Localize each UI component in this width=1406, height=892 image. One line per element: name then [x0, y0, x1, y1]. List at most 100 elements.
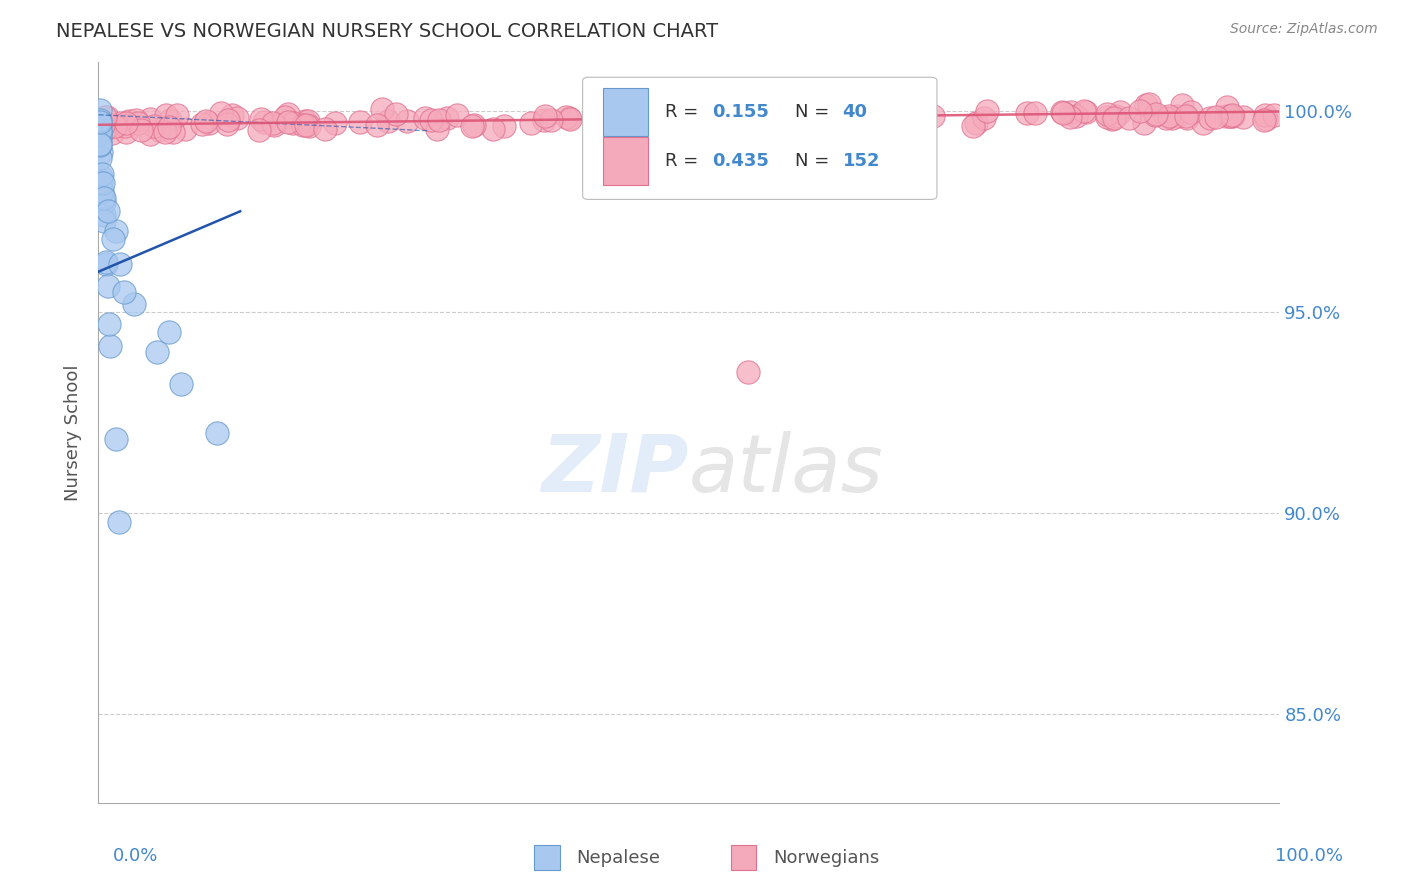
Point [1159, 109, 1181, 123]
Text: N =: N = [796, 103, 835, 121]
Point [105, 432, 128, 446]
Point [844, 120, 866, 134]
Point [209, 106, 232, 120]
Point [125, 112, 148, 127]
Point [869, 100, 891, 114]
Point [762, 117, 785, 131]
Point [377, 113, 399, 128]
Point [624, 114, 647, 128]
Point [973, 112, 995, 126]
Point [148, 122, 170, 136]
Point [1133, 116, 1156, 130]
Text: R =: R = [665, 152, 704, 169]
Point [89, 123, 111, 137]
Point [93, 214, 115, 228]
Point [314, 121, 336, 136]
Point [90, 145, 112, 160]
Point [395, 113, 418, 128]
Text: 0.0%: 0.0% [112, 847, 157, 865]
Point [1073, 104, 1095, 119]
Y-axis label: Nursery School: Nursery School [65, 364, 83, 501]
Text: ZIP: ZIP [541, 431, 689, 508]
Point [965, 115, 987, 129]
Point [263, 118, 285, 132]
Point [93, 195, 115, 210]
Point [371, 102, 394, 116]
Point [533, 109, 555, 123]
Point [146, 345, 169, 359]
Point [1060, 105, 1083, 120]
Point [557, 111, 579, 125]
Point [749, 119, 772, 133]
Text: 100.0%: 100.0% [1275, 847, 1343, 865]
Point [101, 232, 124, 246]
Point [1143, 108, 1166, 122]
Point [882, 105, 904, 120]
Text: 152: 152 [842, 152, 880, 169]
Point [104, 119, 127, 133]
Point [97, 204, 120, 219]
Point [217, 112, 239, 127]
Point [1064, 109, 1087, 123]
Point [889, 107, 911, 121]
Point [276, 106, 298, 120]
Point [90, 176, 112, 190]
Point [166, 108, 188, 122]
Point [273, 110, 295, 124]
Text: 40: 40 [842, 103, 868, 121]
Point [731, 112, 754, 127]
Point [162, 125, 184, 139]
Point [96, 257, 118, 271]
Point [1102, 112, 1125, 126]
Point [859, 117, 882, 131]
Point [634, 119, 657, 133]
Point [100, 126, 122, 140]
Point [436, 112, 458, 126]
Point [1154, 111, 1177, 125]
Point [323, 116, 346, 130]
Point [1263, 108, 1285, 122]
Point [91, 118, 114, 132]
Point [93, 123, 115, 137]
Point [420, 113, 443, 128]
Point [127, 115, 149, 129]
Point [446, 108, 468, 122]
Point [105, 224, 128, 238]
Point [250, 112, 273, 127]
Point [1222, 109, 1244, 123]
Point [1215, 109, 1237, 123]
Bar [603, 88, 648, 136]
Point [1137, 96, 1160, 111]
Point [198, 116, 221, 130]
Point [427, 112, 450, 127]
Point [89, 137, 111, 152]
Point [1174, 109, 1197, 123]
Point [298, 119, 321, 133]
Point [1219, 109, 1241, 123]
Point [89, 113, 111, 128]
Point [1171, 98, 1194, 112]
Point [668, 108, 690, 122]
Point [112, 285, 135, 299]
Point [1256, 112, 1278, 127]
Point [1118, 111, 1140, 125]
Point [585, 109, 607, 123]
Point [612, 113, 634, 128]
Point [1175, 111, 1198, 125]
Point [879, 114, 901, 128]
Point [89, 128, 111, 142]
Point [533, 112, 555, 127]
Point [796, 114, 818, 128]
Point [262, 116, 284, 130]
Point [1024, 106, 1046, 120]
Point [89, 117, 111, 131]
Point [108, 515, 131, 529]
Point [225, 112, 247, 126]
Point [962, 119, 984, 133]
Point [1253, 112, 1275, 127]
Point [1232, 110, 1254, 124]
Point [98, 339, 121, 353]
Point [108, 257, 131, 271]
Text: Norwegians: Norwegians [773, 849, 880, 867]
Point [215, 117, 238, 131]
